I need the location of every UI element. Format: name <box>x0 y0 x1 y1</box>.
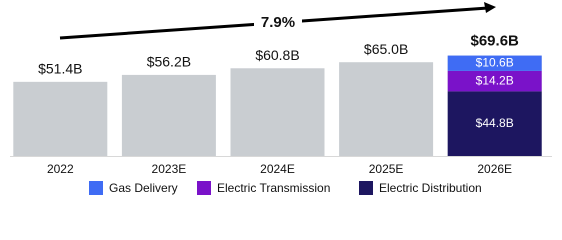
legend-swatch <box>197 181 211 195</box>
bar-segment <box>447 70 542 92</box>
legend-swatch <box>359 181 373 195</box>
x-tick-label: 2023E <box>152 162 187 176</box>
segment-label: $14.2B <box>476 73 514 87</box>
bar <box>339 62 434 156</box>
bar <box>230 68 325 156</box>
annotation-bg <box>254 14 302 32</box>
annotation: 7.9% <box>261 14 295 31</box>
total-label: $65.0B <box>364 41 408 57</box>
bar-segment <box>447 91 542 156</box>
total-label: $56.2B <box>147 54 191 70</box>
total-label: $60.8B <box>255 47 299 63</box>
x-tick-label: 2024E <box>260 162 295 176</box>
bar <box>13 81 108 156</box>
total-label: $69.6B <box>471 33 520 50</box>
legend-label: Electric Distribution <box>379 181 482 195</box>
segment-label: $10.6B <box>476 55 514 69</box>
legend-label: Electric Transmission <box>217 181 330 195</box>
x-tick-label: 2026E <box>477 162 512 176</box>
arrow-head <box>484 2 496 13</box>
segment-label: $44.8B <box>476 116 514 130</box>
x-tick-label: 2022 <box>47 162 74 176</box>
total-label: $51.4B <box>38 61 82 77</box>
x-tick-label: 2025E <box>369 162 404 176</box>
bar-segment <box>447 55 542 71</box>
chart: 7.9% $51.4B 2022 $56.2B 2023E $60.8B 2024E $65… <box>10 2 552 195</box>
legend-label: Gas Delivery <box>109 181 178 195</box>
legend-swatch <box>89 181 103 195</box>
bar <box>121 74 216 156</box>
